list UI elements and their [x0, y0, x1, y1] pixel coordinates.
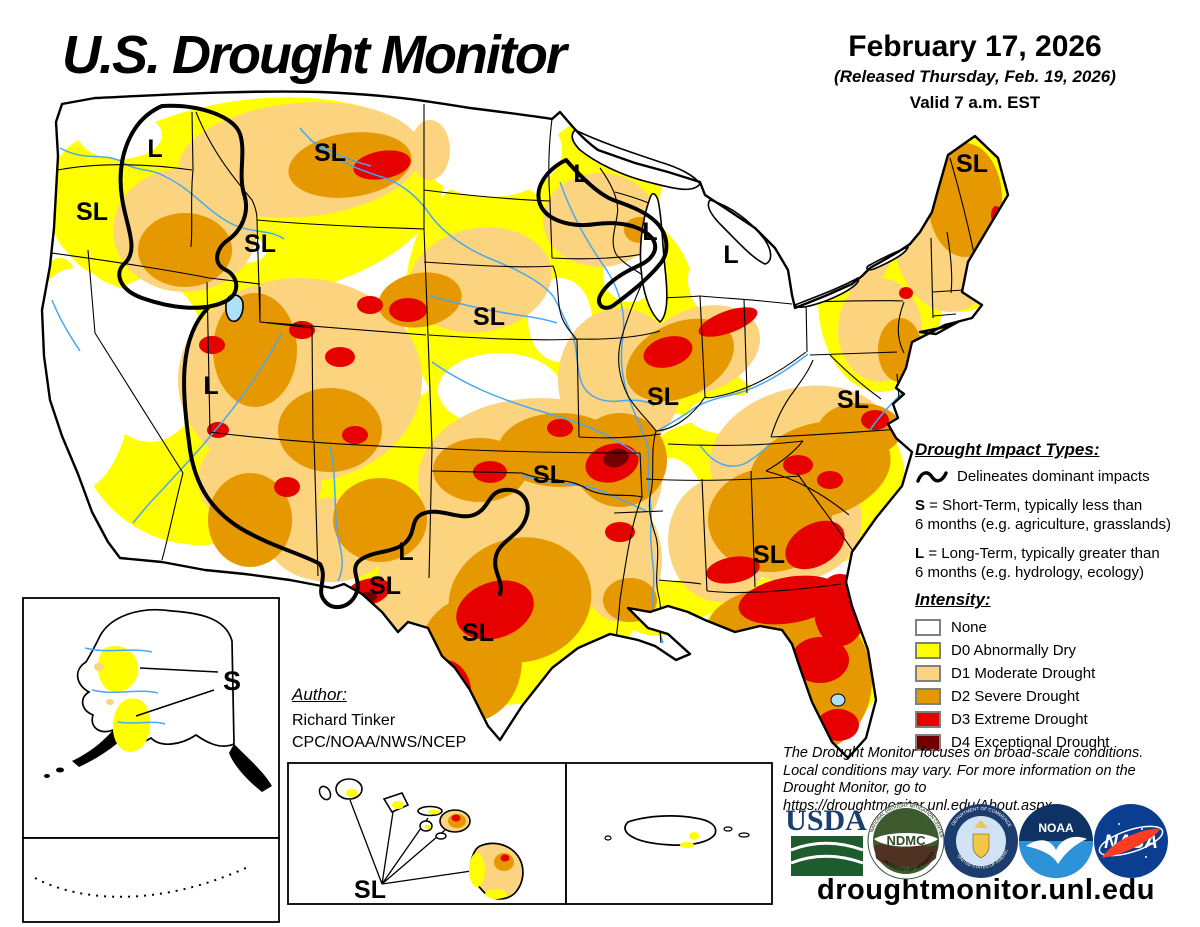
- svg-text:NDMC: NDMC: [887, 833, 927, 848]
- aleutians-inset: [22, 837, 280, 923]
- impact-label-sl: SL: [314, 139, 346, 167]
- long-island: [918, 320, 960, 336]
- intensity-swatch: [915, 710, 941, 728]
- svg-text:NOAA: NOAA: [1038, 821, 1074, 835]
- delineates-text: Delineates dominant impacts: [957, 467, 1150, 485]
- intensity-item: D0 Abnormally Dry: [915, 640, 1195, 660]
- lake-erie: [793, 277, 860, 308]
- usda-logo: USDA: [786, 804, 867, 876]
- kahoolawe: [435, 832, 447, 840]
- impact-label-sl: SL: [473, 303, 505, 331]
- intensity-label: None: [951, 618, 987, 636]
- valid-time: Valid 7 a.m. EST: [909, 93, 1041, 112]
- intensity-label: D4 Exceptional Drought: [951, 733, 1110, 751]
- site-url: droughtmonitor.unl.edu: [816, 874, 1155, 906]
- impact-label-s: S: [223, 666, 241, 696]
- intensity-label: D1 Moderate Drought: [951, 664, 1096, 682]
- impact-contours: [117, 103, 669, 610]
- intensity-swatch: [915, 664, 941, 682]
- impact-label-sl: SL: [244, 230, 276, 258]
- impact-label-sl: SL: [533, 461, 565, 489]
- maui: [439, 809, 471, 833]
- great-lakes: [571, 129, 910, 324]
- impact-legend: Drought Impact Types: Delineates dominan…: [915, 440, 1195, 582]
- conus-outline: [40, 90, 1010, 760]
- released-date: (Released Thursday, Feb. 19, 2026): [834, 67, 1116, 86]
- intensity-swatch: [915, 618, 941, 636]
- nasa-logo: NASA: [1094, 804, 1168, 878]
- disclaimer-line: The Drought Monitor focuses on broad-sca…: [783, 745, 1144, 761]
- rivers: [51, 127, 906, 644]
- impact-label-l: L: [642, 218, 657, 246]
- intensity-heading: Intensity:: [915, 590, 991, 609]
- impact-label-sl: SL: [354, 876, 386, 904]
- impact-label-sl: SL: [462, 619, 494, 647]
- impact-label-l: L: [203, 372, 218, 400]
- intensity-swatch: [915, 687, 941, 705]
- alaska-panhandle: [229, 744, 272, 792]
- map-date: February 17, 2026: [848, 30, 1102, 63]
- intensity-label: D3 Extreme Drought: [951, 710, 1088, 728]
- map-impact-labels: L SL SL SL L L L SL SL L SL SL SL L SL SL SL S SL: [76, 135, 988, 904]
- author-name: Richard Tinker: [292, 712, 396, 729]
- author-heading: Author:: [292, 685, 347, 704]
- intensity-swatch: [915, 733, 941, 751]
- alaska-d0-area: [112, 698, 151, 753]
- impact-label-sl: SL: [956, 150, 988, 178]
- state-borders: [43, 104, 976, 651]
- alaska-inset: [22, 597, 280, 923]
- intensity-label: D2 Severe Drought: [951, 687, 1080, 705]
- impact-label-sl: SL: [647, 383, 679, 411]
- intensity-label: D0 Abnormally Dry: [951, 641, 1077, 659]
- impact-label-sl: SL: [837, 386, 869, 414]
- intensity-item: None: [915, 617, 1195, 637]
- ndmc-logo: NDMC NATIONAL DROUGHT MITIGATION CENTER …: [867, 802, 945, 880]
- great-salt-lake: [225, 294, 244, 323]
- lake-okeechobee: [830, 693, 846, 707]
- author-block: Author: Richard Tinker CPC/NOAA/NWS/NCEP: [292, 684, 466, 754]
- impact-label-l: L: [573, 160, 588, 188]
- niihau: [318, 785, 332, 801]
- impact-label-sl: SL: [369, 572, 401, 600]
- alaska-label-pointers: [135, 667, 219, 717]
- intensity-item: D2 Severe Drought: [915, 686, 1195, 706]
- intensity-item: D3 Extreme Drought: [915, 709, 1195, 729]
- impact-delineation-squiggle-icon: [916, 471, 948, 483]
- intensity-legend: Intensity: None D0 Abnormally Dry D1 Moder…: [915, 590, 1195, 755]
- disclaimer-line: Local conditions may vary. For more info…: [783, 762, 1136, 779]
- intensity-item: D4 Exceptional Drought: [915, 732, 1195, 752]
- long-term-definition: L = Long-Term, typically greater than 6 …: [915, 545, 1160, 581]
- impact-label-sl: SL: [76, 198, 108, 226]
- date-block: February 17, 2026 (Released Thursday, Fe…: [815, 30, 1135, 113]
- author-org: CPC/NOAA/NWS/NCEP: [292, 734, 467, 751]
- puerto-rico-inset: [565, 762, 773, 905]
- impact-legend-heading: Drought Impact Types:: [915, 440, 1100, 459]
- impact-label-l: L: [147, 135, 162, 163]
- hawaii-inset: [287, 762, 567, 905]
- agency-logos: USDA NDMC NATIONAL DROUGHT MITIGATION CE…: [786, 800, 1168, 880]
- lake-huron: [707, 199, 772, 265]
- impact-label-l: L: [398, 538, 413, 566]
- impact-label-sl: SL: [753, 541, 785, 569]
- disclaimer: The Drought Monitor focuses on broad-sca…: [783, 745, 1187, 815]
- hawaii-label-pointers: [349, 799, 493, 885]
- intensity-item: D1 Moderate Drought: [915, 663, 1195, 683]
- noaa-logo: NOAA: [1019, 804, 1093, 878]
- short-term-definition: S = Short-Term, typically less than 6 mo…: [915, 497, 1171, 533]
- alaska-d0-area: [98, 645, 139, 693]
- impact-label-l: L: [723, 241, 738, 269]
- big-island: [469, 842, 524, 900]
- page-title: U.S. Drought Monitor: [62, 25, 567, 85]
- alaska-peninsula: [72, 730, 119, 767]
- intensity-swatch: [915, 641, 941, 659]
- lake-superior: [571, 129, 701, 191]
- svg-text:USDA: USDA: [786, 804, 867, 837]
- intensity-rows: None D0 Abnormally Dry D1 Moderate Drought…: [915, 617, 1195, 752]
- drought-layer-d3: [199, 150, 1001, 741]
